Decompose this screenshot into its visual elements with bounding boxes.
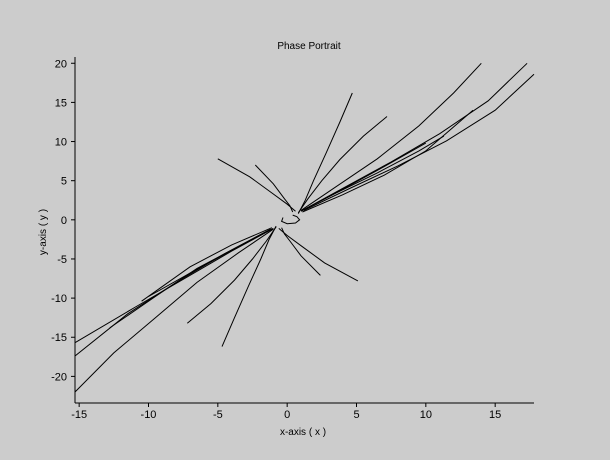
y-tick-label: -10	[51, 293, 67, 305]
trajectory-line-10	[217, 158, 296, 212]
axis-ticks: -15 -10 -5 0 5 10 15 20 15 10 5 0 -5 -10 -15 -20	[51, 58, 501, 421]
axes	[74, 57, 534, 404]
x-tick-label: -10	[141, 409, 157, 421]
x-tick-label: 0	[284, 409, 290, 421]
y-tick-label: 5	[61, 176, 67, 188]
x-tick-label: 15	[489, 409, 501, 421]
trajectory-line-8	[302, 109, 474, 213]
trajectory-line-19	[281, 227, 321, 276]
trajectory-line-20	[278, 228, 359, 282]
y-tick-label: 0	[61, 215, 67, 227]
trajectory-line-9	[254, 164, 294, 213]
trajectory-line-5	[303, 73, 535, 211]
x-tick-label: 5	[353, 409, 359, 421]
x-axis-label: x-axis ( x )	[280, 427, 326, 438]
trajectory-line-4	[302, 62, 528, 211]
y-tick-label: -5	[57, 254, 67, 266]
y-tick-label: -15	[51, 332, 67, 344]
y-axis-label: y-axis ( y )	[38, 209, 49, 255]
x-tick-label: -15	[71, 409, 87, 421]
y-tick-label: 10	[55, 137, 67, 149]
trajectory-line-12	[186, 226, 277, 324]
x-tick-label: 10	[420, 409, 432, 421]
y-tick-label: -20	[51, 371, 67, 383]
trajectory-line-14	[74, 228, 273, 344]
trajectory-line-18	[141, 227, 273, 302]
trajectories	[74, 62, 535, 393]
chart-title: Phase Portrait	[277, 41, 341, 52]
y-tick-label: 20	[55, 58, 67, 70]
trajectory-line-17	[109, 227, 274, 329]
trajectory-line-1	[297, 92, 353, 214]
trajectory-line-2	[297, 116, 388, 214]
x-tick-label: -5	[213, 409, 223, 421]
trajectory-line-3	[300, 62, 482, 211]
y-tick-label: 15	[55, 97, 67, 109]
trajectory-line-15	[74, 228, 271, 357]
trajectory-line-7	[300, 135, 445, 212]
trajectory-line-13	[74, 228, 274, 393]
trajectory-line-21	[280, 214, 301, 225]
trajectory-line-11	[221, 225, 277, 347]
